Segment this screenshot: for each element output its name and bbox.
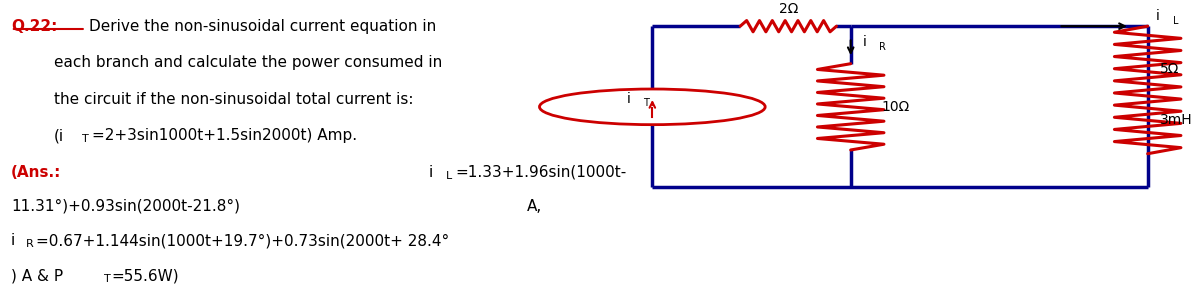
- Text: 3mH: 3mH: [1159, 113, 1192, 127]
- Text: 2Ω: 2Ω: [779, 2, 798, 16]
- Text: =2+3sin1000t+1.5sin2000t) Amp.: =2+3sin1000t+1.5sin2000t) Amp.: [91, 128, 356, 143]
- Text: 10Ω: 10Ω: [882, 100, 910, 114]
- Text: i: i: [430, 165, 433, 180]
- Text: =55.6W): =55.6W): [112, 268, 180, 283]
- Text: i: i: [1156, 9, 1160, 23]
- Text: Derive the non-sinusoidal current equation in: Derive the non-sinusoidal current equati…: [89, 19, 437, 34]
- Text: the circuit if the non-sinusoidal total current is:: the circuit if the non-sinusoidal total …: [54, 92, 413, 107]
- Text: (i: (i: [54, 128, 64, 143]
- Text: ) A & P: ) A & P: [11, 268, 64, 283]
- Text: R: R: [880, 42, 886, 52]
- Text: T: T: [643, 98, 649, 108]
- Text: L: L: [445, 171, 452, 181]
- Text: 11.31°)+0.93sin(2000t-21.8°): 11.31°)+0.93sin(2000t-21.8°): [11, 199, 240, 214]
- Text: i: i: [628, 92, 631, 106]
- Text: Q.22:: Q.22:: [11, 19, 58, 34]
- Text: T: T: [103, 274, 110, 284]
- Text: R: R: [26, 239, 34, 249]
- Text: i: i: [11, 233, 16, 248]
- Text: L: L: [1172, 16, 1178, 26]
- Text: =0.67+1.144sin(1000t+19.7°)+0.73sin(2000t+ 28.4°: =0.67+1.144sin(1000t+19.7°)+0.73sin(2000…: [36, 233, 449, 248]
- Text: =1.33+1.96sin(1000t-: =1.33+1.96sin(1000t-: [455, 165, 626, 180]
- Text: 5Ω: 5Ω: [1159, 62, 1178, 76]
- Text: (Ans.:: (Ans.:: [11, 165, 61, 180]
- Text: each branch and calculate the power consumed in: each branch and calculate the power cons…: [54, 55, 442, 70]
- Text: i: i: [863, 35, 866, 49]
- Text: T: T: [82, 134, 89, 144]
- Text: A,: A,: [527, 199, 541, 214]
